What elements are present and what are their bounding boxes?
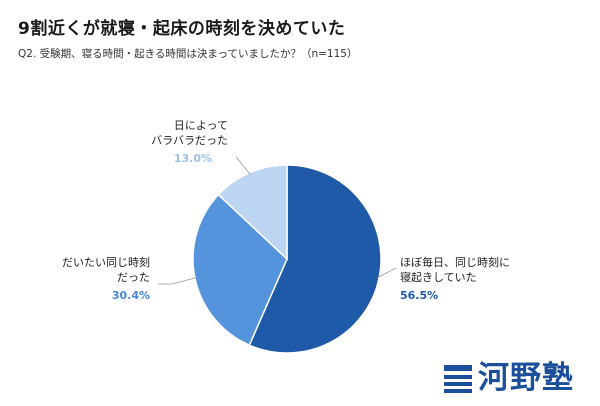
slice-percent-2: 30.4% [112, 289, 150, 302]
pie-slice-3 [217, 164, 288, 261]
leader-line-2 [158, 277, 198, 285]
slice-label-3-line-2: バラバラだった [151, 134, 228, 147]
logo-text: 河野塾 [478, 360, 574, 396]
slice-label-1-line-1: ほぼ毎日、同じ時刻に [400, 255, 510, 269]
kawano-juku-logo: 河野塾 [444, 363, 574, 394]
logo-mark-icon [444, 364, 472, 393]
leader-line-3 [235, 156, 251, 175]
slice-percent-3: 13.0% [174, 152, 212, 165]
leader-line-1 [376, 267, 397, 279]
slice-label-2-line-2: だった [117, 271, 150, 284]
chart-title: 9割近くが就寝・起床の時刻を決めていた [18, 19, 346, 39]
chart-subtitle: Q2. 受験期、寝る時間・起きる時間は決まっていましたか？（n=115） [18, 48, 358, 60]
slice-label-1-line-2: 寝起きしていた [400, 270, 477, 284]
slice-percent-1: 56.5% [400, 289, 438, 302]
slice-label-2-line-1: だいたい同じ時刻 [62, 255, 150, 269]
pie-slice-1 [248, 164, 382, 354]
slice-label-3-line-1: 日によって [174, 119, 228, 132]
